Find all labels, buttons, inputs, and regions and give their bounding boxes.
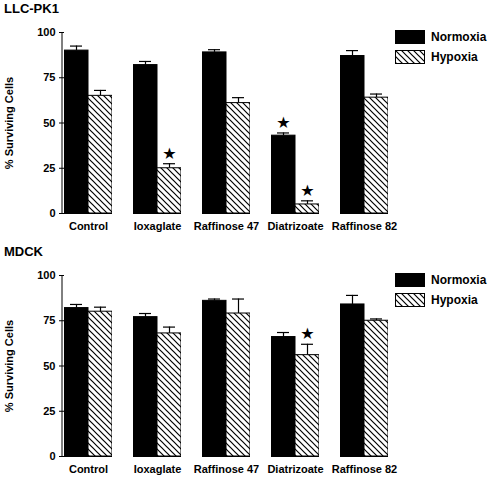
svg-text:Raffinose 82: Raffinose 82 <box>332 463 397 475</box>
svg-text:75: 75 <box>43 314 55 326</box>
svg-text:Raffinose 47: Raffinose 47 <box>194 220 259 232</box>
svg-text:★: ★ <box>276 114 290 131</box>
svg-text:Raffinose 47: Raffinose 47 <box>194 463 259 475</box>
svg-text:Diatrizoate: Diatrizoate <box>267 463 323 475</box>
svg-text:% Surviving Cells: % Surviving Cells <box>3 320 15 412</box>
svg-text:Control: Control <box>69 220 108 232</box>
svg-text:50: 50 <box>43 360 55 372</box>
svg-text:★: ★ <box>162 145 176 162</box>
svg-text:★: ★ <box>300 182 314 199</box>
svg-text:Control: Control <box>69 463 108 475</box>
html-text:Hypoxia: Hypoxia <box>431 293 478 307</box>
html-text:LLC-PK1: LLC-PK1 <box>4 1 59 16</box>
svg-text:25: 25 <box>43 405 55 417</box>
svg-text:75: 75 <box>43 71 55 83</box>
svg-text:★: ★ <box>300 325 314 342</box>
svg-text:Ioxaglate: Ioxaglate <box>134 463 182 475</box>
svg-text:100: 100 <box>37 269 55 281</box>
svg-text:Diatrizoate: Diatrizoate <box>267 220 323 232</box>
html-text:Hypoxia: Hypoxia <box>431 50 478 64</box>
svg-text:Raffinose 82: Raffinose 82 <box>332 220 397 232</box>
svg-text:100: 100 <box>37 26 55 38</box>
svg-text:25: 25 <box>43 162 55 174</box>
svg-text:% Surviving Cells: % Surviving Cells <box>3 77 15 169</box>
svg-text:50: 50 <box>43 117 55 129</box>
html-text:MDCK: MDCK <box>4 244 43 259</box>
svg-text:Ioxaglate: Ioxaglate <box>134 220 182 232</box>
svg-text:0: 0 <box>49 450 55 462</box>
svg-text:0: 0 <box>49 207 55 219</box>
html-text:Normoxia: Normoxia <box>431 30 487 44</box>
html-text:Normoxia: Normoxia <box>431 273 487 287</box>
